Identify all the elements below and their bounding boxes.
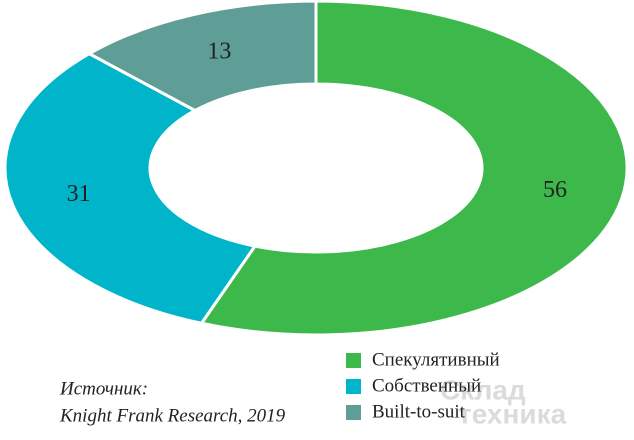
source-label: Источник: — [59, 378, 148, 399]
slice — [86, 0, 318, 113]
legend-swatch — [346, 405, 361, 420]
watermark: Склад — [440, 374, 526, 405]
legend-label: Built-to-suit — [372, 401, 466, 422]
slice — [198, 0, 629, 337]
data-label: 56 — [543, 177, 567, 203]
legend-label: Спекулятивный — [372, 349, 500, 370]
legend-swatch — [346, 379, 361, 394]
data-label: 31 — [67, 181, 91, 207]
data-label: 13 — [207, 38, 231, 64]
slice — [3, 51, 258, 325]
watermark: техника — [458, 398, 567, 429]
legend-swatch — [346, 353, 361, 368]
source-text: Knight Frank Research, 2019 — [59, 405, 286, 426]
donut — [3, 0, 629, 337]
legend-label: Собственный — [372, 375, 481, 396]
